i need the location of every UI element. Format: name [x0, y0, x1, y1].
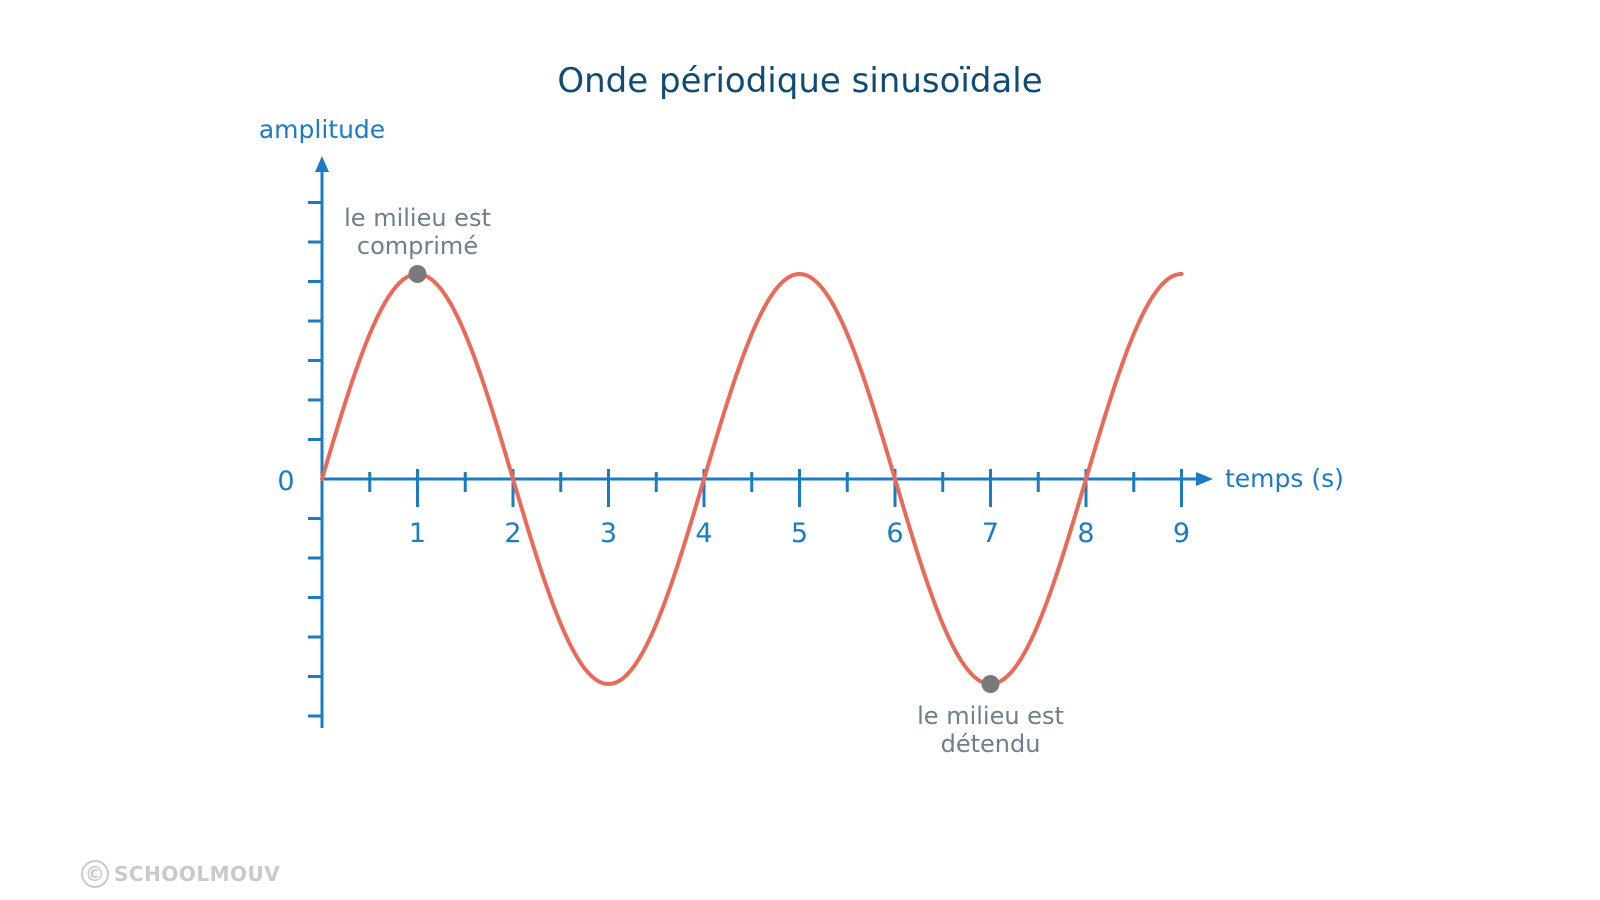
annotation-text-1-line-1: le milieu est — [344, 204, 491, 232]
annotation-marker-2 — [981, 675, 1000, 693]
x-axis — [322, 469, 1213, 507]
annotation-text-2-line-1: le milieu est — [917, 702, 1064, 730]
x-tick-label-6: 6 — [886, 518, 903, 549]
x-axis-arrow-icon — [1196, 472, 1213, 486]
x-tick-label-8: 8 — [1077, 518, 1094, 549]
chart-title: Onde périodique sinusoïdale — [557, 61, 1042, 101]
series-group — [320, 272, 1184, 686]
y-zero-tick-label: 0 — [277, 466, 294, 497]
x-tick-label-4: 4 — [695, 518, 712, 549]
annotation-text-2-line-2: détendu — [941, 730, 1041, 758]
y-axis-label: amplitude — [259, 115, 385, 144]
copyright-circle-icon — [81, 860, 109, 888]
x-tick-label-7: 7 — [982, 518, 999, 549]
annotation-marker-1 — [408, 265, 427, 283]
watermark: © SCHOOLMOUV — [81, 860, 280, 888]
watermark-text: SCHOOLMOUV — [114, 862, 280, 886]
sine-wave-line — [320, 272, 1184, 686]
annotation-text-1-line-2: comprimé — [357, 232, 478, 260]
x-tick-label-1: 1 — [409, 518, 426, 549]
x-tick-labels: 1 2 3 4 5 6 7 8 9 — [409, 518, 1190, 549]
x-tick-label-3: 3 — [600, 518, 617, 549]
x-tick-label-9: 9 — [1173, 518, 1190, 549]
y-axis — [308, 156, 329, 728]
y-axis-arrow-icon — [315, 156, 329, 172]
x-tick-label-2: 2 — [504, 518, 521, 549]
copyright-icon: © — [85, 862, 106, 886]
x-axis-label: temps (s) — [1225, 464, 1344, 493]
x-tick-label-5: 5 — [791, 518, 808, 549]
